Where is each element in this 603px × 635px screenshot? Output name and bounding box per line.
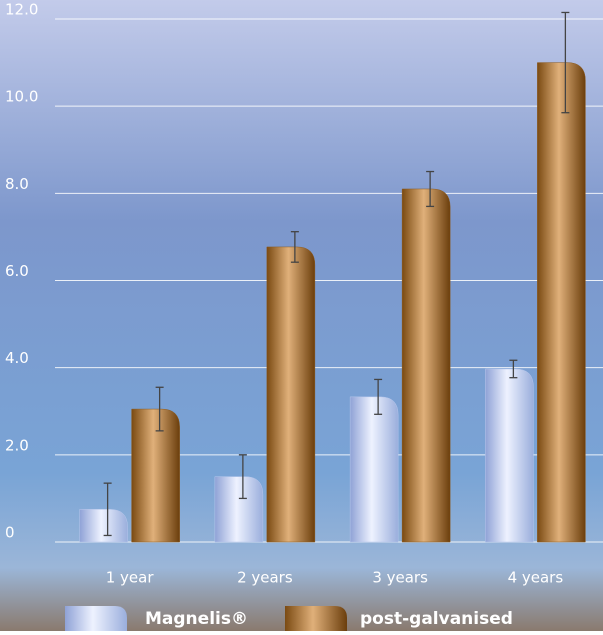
bar [401,188,451,543]
legend-label: post-galvanised [360,609,513,629]
legend-label: Magnelis® [145,609,248,629]
x-tick-label: 3 years [372,569,428,587]
error-bar [155,386,164,432]
bar [349,396,399,543]
error-bar [561,11,570,114]
bar [131,408,180,543]
error-bar [290,231,299,263]
y-tick-label: 2.0 [5,436,29,454]
y-tick-label: 12.0 [5,1,38,19]
y-tick-label: 8.0 [5,175,29,193]
y-tick-label: 10.0 [5,88,38,106]
legend-swatch [285,606,347,631]
error-bar [103,482,112,537]
error-bar [509,359,518,379]
y-tick-label: 0 [5,524,15,542]
x-tick-label: 2 years [237,569,293,587]
x-tick-label: 1 year [106,569,155,587]
x-tick-label: 4 years [508,569,564,587]
bar [266,246,316,543]
error-bar [238,454,247,500]
error-bar [426,170,435,208]
bar [537,62,586,543]
legend-swatch [65,606,127,631]
y-tick-label: 4.0 [5,349,29,367]
bar [79,509,128,543]
y-tick-label: 6.0 [5,262,29,280]
bar [485,368,534,543]
error-bar [374,378,383,415]
bar [214,476,264,543]
